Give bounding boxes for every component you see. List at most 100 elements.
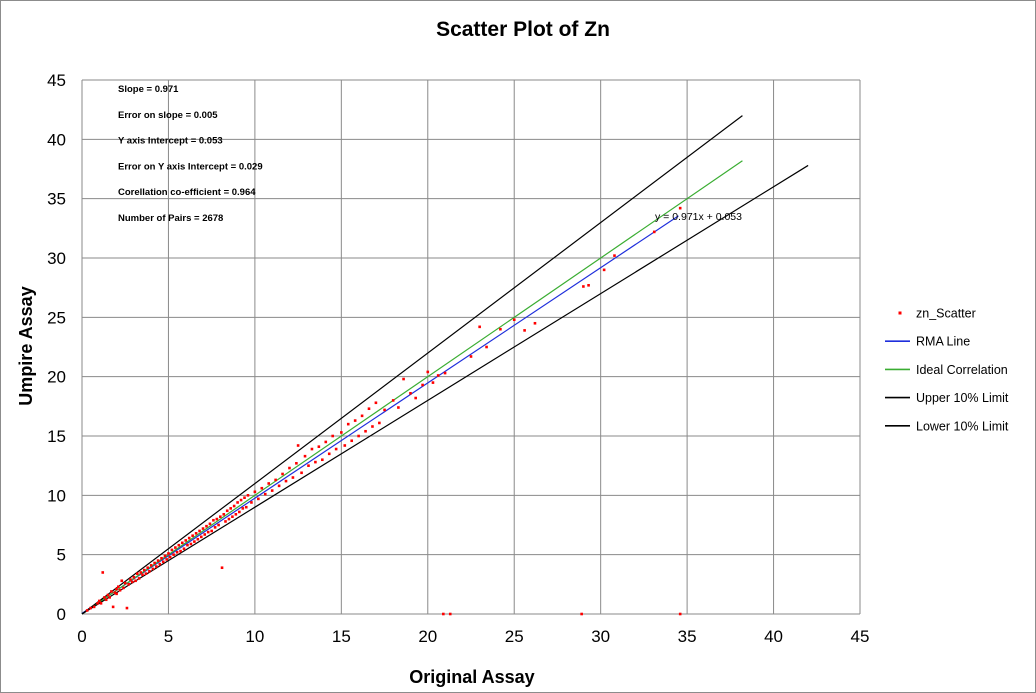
- y-tick-label: 15: [47, 427, 66, 446]
- data-point: [130, 580, 134, 584]
- data-point: [253, 490, 257, 494]
- data-point: [85, 609, 89, 612]
- data-point: [96, 602, 99, 605]
- data-point: [199, 535, 203, 539]
- x-tick-label: 10: [245, 627, 264, 646]
- data-point: [161, 560, 165, 564]
- data-point: [613, 254, 616, 257]
- data-point: [402, 377, 405, 381]
- data-point: [186, 543, 189, 547]
- data-point: [212, 518, 215, 522]
- data-point: [284, 479, 288, 483]
- stat-line: Number of Pairs = 2678: [118, 213, 223, 224]
- data-point: [443, 371, 447, 375]
- data-point: [201, 527, 205, 530]
- data-point: [158, 562, 162, 566]
- data-point: [421, 383, 424, 387]
- rma-line-line: [81, 215, 679, 614]
- data-point: [270, 489, 274, 492]
- lower-10-limit-line: [81, 164, 809, 615]
- legend-label: Lower 10% Limit: [916, 419, 1009, 433]
- grid: [81, 79, 861, 615]
- data-point: [602, 268, 606, 272]
- x-tick-label: 20: [418, 627, 437, 646]
- data-point: [187, 536, 191, 540]
- data-point: [378, 421, 381, 425]
- data-point: [167, 552, 170, 555]
- data-point: [448, 612, 452, 616]
- data-point: [239, 498, 243, 502]
- stat-line: Y axis Intercept = 0.053: [118, 136, 223, 147]
- data-point: [219, 515, 222, 518]
- data-point: [149, 564, 153, 567]
- data-point: [587, 283, 590, 287]
- data-point: [331, 434, 334, 438]
- x-tick-label: 0: [77, 627, 86, 646]
- data-point: [205, 524, 208, 528]
- data-point: [168, 555, 172, 559]
- data-point: [295, 461, 298, 465]
- data-point: [177, 543, 181, 547]
- data-point: [523, 329, 526, 332]
- data-point: [582, 285, 585, 288]
- legend-label: zn_Scatter: [916, 307, 976, 321]
- data-point: [115, 587, 118, 591]
- data-point: [288, 466, 291, 470]
- data-point: [391, 399, 395, 402]
- y-tick-label: 20: [47, 368, 66, 387]
- data-point: [232, 504, 236, 508]
- data-point: [172, 553, 175, 556]
- data-point: [160, 556, 163, 560]
- x-tick-label: 30: [591, 627, 610, 646]
- data-point: [533, 321, 537, 325]
- data-point: [512, 318, 516, 322]
- data-point: [334, 447, 338, 451]
- data-point: [229, 507, 232, 510]
- data-point: [137, 577, 141, 580]
- data-point: [191, 534, 194, 537]
- data-point: [260, 486, 264, 490]
- x-tick-label: 45: [851, 627, 870, 646]
- data-point: [179, 549, 182, 553]
- data-point: [414, 396, 417, 400]
- y-tick-label: 10: [47, 486, 66, 505]
- y-tick-label: 45: [47, 71, 66, 90]
- data-point: [360, 414, 364, 418]
- data-point: [144, 572, 148, 575]
- data-point: [203, 533, 207, 536]
- data-point: [113, 591, 117, 594]
- series-lines: [81, 115, 809, 615]
- stat-line: Error on slope = 0.005: [118, 110, 218, 121]
- data-point: [99, 602, 103, 605]
- data-point: [267, 482, 271, 485]
- data-point: [469, 355, 473, 358]
- stat-line: Error on Y axis Intercept = 0.029: [118, 161, 263, 172]
- data-point: [303, 454, 307, 458]
- data-point: [208, 522, 212, 526]
- data-point: [103, 596, 106, 599]
- data-point: [678, 206, 682, 210]
- x-tick-label: 5: [164, 627, 173, 646]
- data-point: [257, 497, 260, 501]
- data-point: [442, 612, 445, 616]
- stat-line: Slope = 0.971: [118, 84, 179, 95]
- data-point: [174, 546, 177, 549]
- data-point: [104, 598, 108, 602]
- x-tick-label: 35: [678, 627, 697, 646]
- data-point: [206, 530, 210, 534]
- data-point: [343, 444, 347, 447]
- data-point: [327, 452, 331, 456]
- data-point: [324, 440, 328, 444]
- data-point: [189, 542, 193, 546]
- data-point: [236, 501, 239, 504]
- data-point: [106, 593, 110, 597]
- data-point: [274, 478, 277, 482]
- data-point: [97, 599, 101, 603]
- data-point: [198, 529, 201, 533]
- data-point: [678, 612, 682, 616]
- data-point: [111, 605, 115, 609]
- x-axis-label: Original Assay: [409, 667, 534, 687]
- data-point: [350, 439, 354, 443]
